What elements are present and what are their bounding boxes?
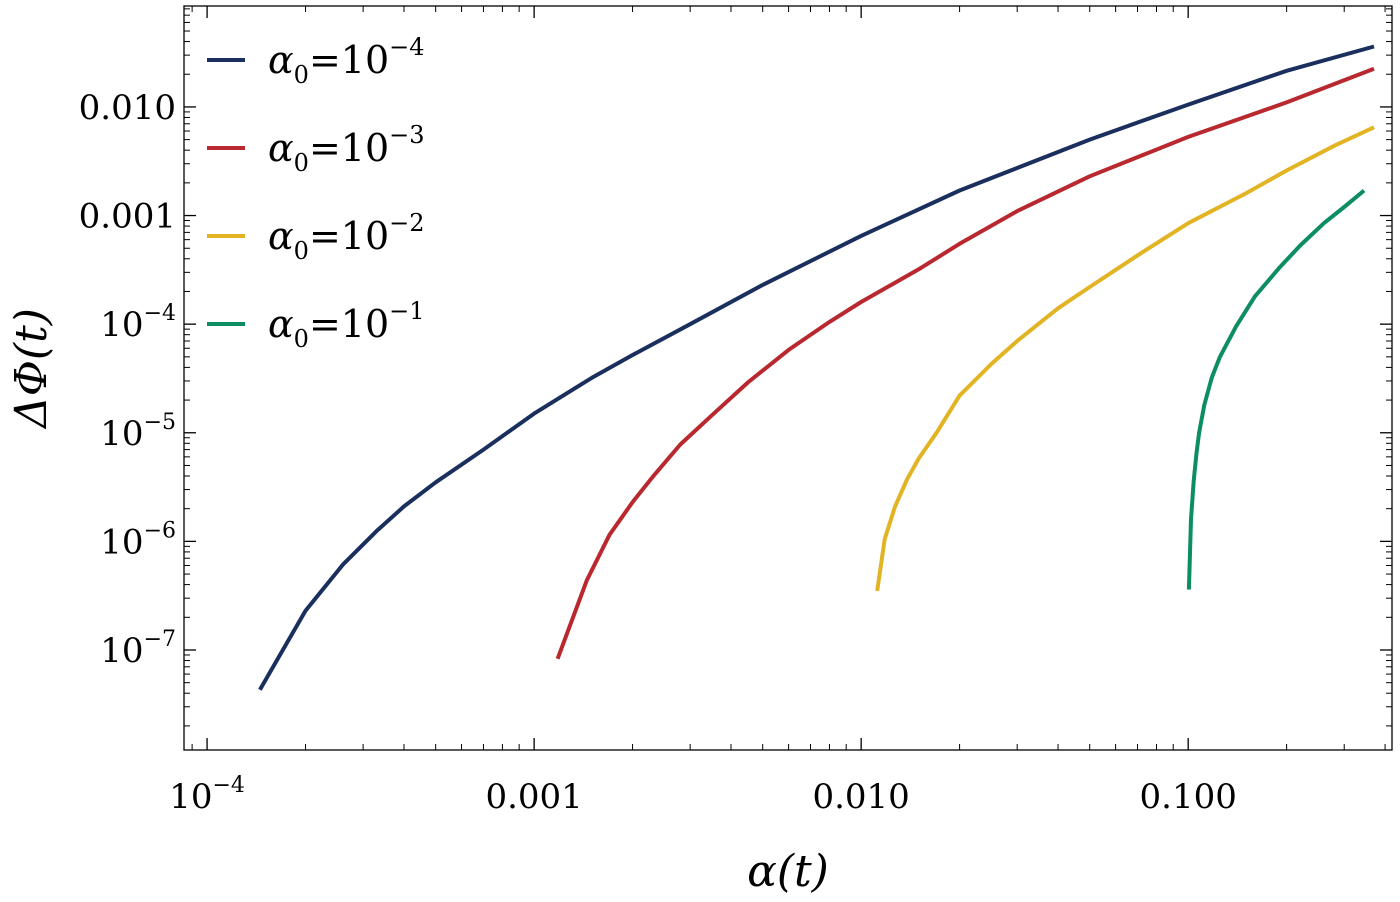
- legend-label-sub: 0: [294, 237, 309, 265]
- x-tick-labels: 10−4 0.001 0.010 0.100: [169, 773, 1237, 817]
- y-tick-label-base: 10: [100, 522, 143, 562]
- major-ticks: [184, 6, 1392, 750]
- x-tick-label: 0.001: [485, 777, 582, 817]
- legend: α0=10−4α0=10−3α0=10−2α0=10−1: [207, 33, 425, 353]
- minor-ticks: [184, 6, 1392, 750]
- x-tick-label: 10−4: [169, 773, 245, 817]
- legend-label-sup: −2: [389, 209, 424, 237]
- x-axis-label: α(t): [747, 846, 829, 897]
- series-line-3: [875, 125, 1375, 592]
- y-tick-label: 10−7: [100, 627, 176, 671]
- legend-label-sup: −3: [389, 121, 424, 149]
- legend-label-base: α: [268, 38, 294, 82]
- legend-label-sup: −1: [389, 297, 424, 325]
- legend-label-mid: =10: [309, 38, 389, 82]
- legend-label-base: α: [268, 302, 294, 346]
- x-tick-label: 0.100: [1140, 777, 1237, 817]
- legend-label-sub: 0: [294, 149, 309, 177]
- legend-item-1: α0=10−4: [207, 33, 425, 89]
- y-tick-label-exponent: −6: [144, 518, 176, 543]
- legend-label-mid: =10: [309, 126, 389, 170]
- legend-label-sub: 0: [294, 61, 309, 89]
- y-tick-label-exponent: −4: [144, 301, 176, 326]
- series-line-4: [1186, 188, 1366, 590]
- y-tick-label-base: 10: [100, 305, 143, 345]
- legend-label: α0=10−3: [268, 121, 425, 177]
- y-tick-label-exponent: −5: [144, 410, 176, 435]
- legend-item-2: α0=10−3: [207, 121, 425, 177]
- legend-label-mid: =10: [309, 214, 389, 258]
- y-tick-label-base: 0.010: [79, 88, 176, 128]
- legend-label-sup: −4: [389, 33, 424, 61]
- legend-label-base: α: [268, 214, 294, 258]
- legend-label-base: α: [268, 126, 294, 170]
- y-tick-label-base: 10: [100, 414, 143, 454]
- x-tick-label-exponent: −4: [212, 773, 244, 798]
- legend-label-mid: =10: [309, 302, 389, 346]
- legend-label: α0=10−1: [268, 297, 425, 353]
- y-tick-label-base: 0.001: [79, 197, 176, 237]
- x-tick-label-base: 0.010: [812, 777, 909, 817]
- y-tick-label: 10−5: [100, 410, 176, 454]
- plot-frame: [183, 5, 1393, 751]
- x-tick-label-base: 10: [169, 777, 212, 817]
- y-tick-label: 10−6: [100, 518, 176, 562]
- y-tick-label-exponent: −7: [144, 627, 176, 652]
- series-line-1: [258, 44, 1375, 691]
- y-tick-label: 10−4: [100, 301, 176, 345]
- legend-item-3: α0=10−2: [207, 209, 425, 265]
- y-axis-label: ΔΦ(t): [6, 308, 57, 430]
- legend-item-4: α0=10−1: [207, 297, 425, 353]
- y-tick-label-base: 10: [100, 631, 143, 671]
- y-tick-label: 0.001: [79, 197, 176, 237]
- y-tick-label: 0.010: [79, 88, 176, 128]
- legend-label: α0=10−2: [268, 209, 425, 265]
- legend-label: α0=10−4: [268, 33, 425, 89]
- legend-label-sub: 0: [294, 325, 309, 353]
- series-lines: [258, 44, 1375, 691]
- x-tick-label-base: 0.100: [1140, 777, 1237, 817]
- series-line-2: [555, 66, 1375, 660]
- x-tick-label-base: 0.001: [485, 777, 582, 817]
- x-tick-label: 0.010: [812, 777, 909, 817]
